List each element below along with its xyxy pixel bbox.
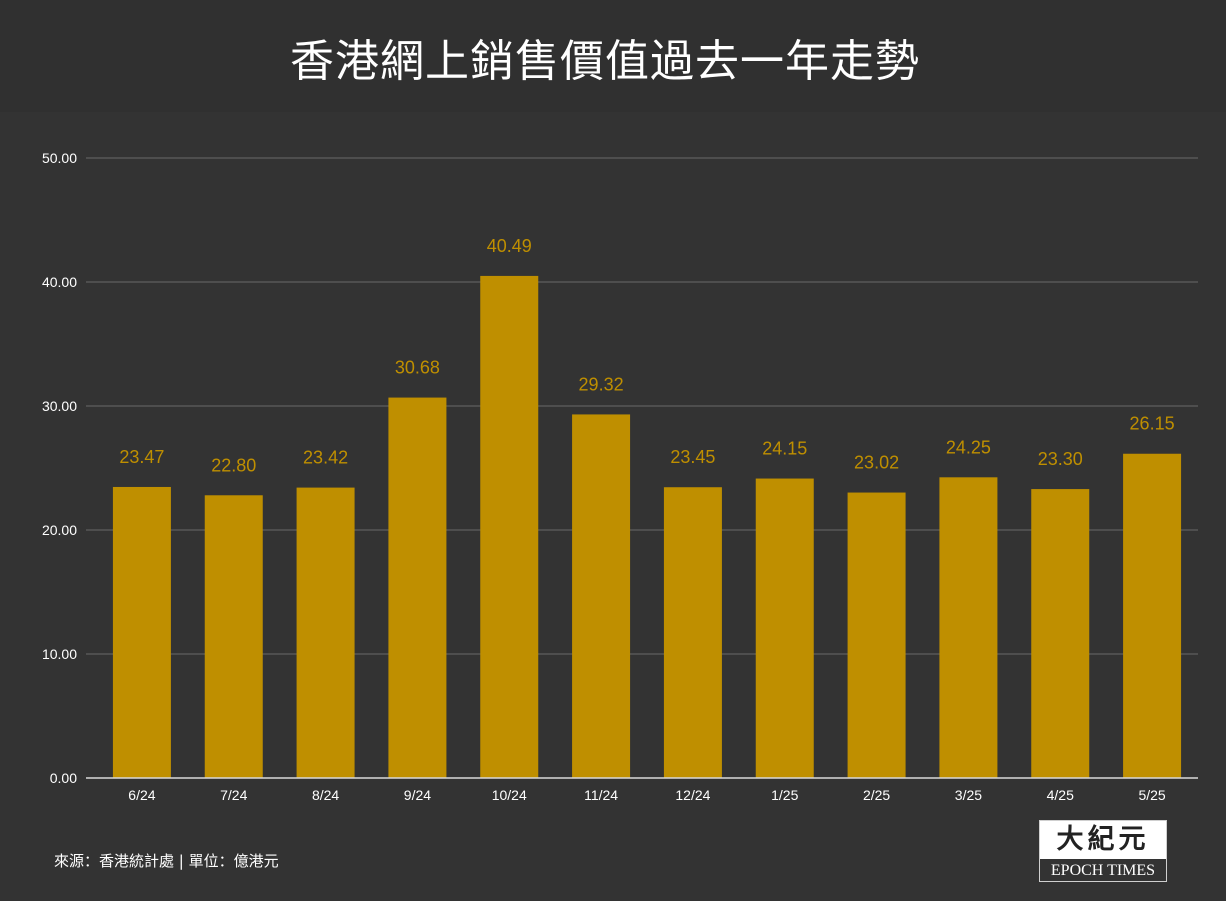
data-label: 23.30 [1038,449,1083,469]
y-tick-label: 0.00 [50,770,77,786]
x-tick-label: 2/25 [863,787,890,803]
data-label: 23.02 [854,453,899,473]
y-tick-label: 10.00 [42,646,77,662]
x-tick-label: 1/25 [771,787,798,803]
data-label: 29.32 [579,374,624,394]
x-tick-label: 11/24 [584,787,618,803]
y-tick-label: 20.00 [42,522,77,538]
data-label: 24.25 [946,437,991,457]
y-tick-label: 50.00 [42,150,77,166]
logo-en-text: EPOCH TIMES [1050,862,1156,879]
data-label: 26.15 [1130,414,1175,434]
bar [663,487,722,778]
bar [296,487,355,778]
data-label: 22.80 [211,455,256,475]
y-tick-label: 30.00 [42,398,77,414]
bar [939,477,998,778]
bar [847,492,906,778]
x-tick-label: 12/24 [675,787,710,803]
bar [572,414,631,778]
x-tick-label: 3/25 [955,787,982,803]
bar [480,275,539,778]
page-title: 香港網上銷售價值過去一年走勢 [290,36,920,87]
epoch-times-logo: 大紀元 EPOCH TIMES [1039,820,1167,882]
data-label: 40.49 [487,236,532,256]
x-tick-label: 9/24 [404,787,431,803]
y-axis-tick-labels: 0.00 10.00 20.00 30.00 40.00 50.00 [42,150,77,786]
x-tick-label: 8/24 [312,787,339,803]
x-axis-tick-labels: 6/24 7/24 8/24 9/24 10/24 11/24 12/24 1/25 2/25 3… [128,787,1166,803]
x-tick-label: 7/24 [220,787,247,803]
bar [1123,453,1182,778]
data-labels: 23.47 22.80 23.42 30.68 40.49 29.32 23.45 24.15… [119,236,1174,475]
bar-chart: 0.00 10.00 20.00 30.00 40.00 50.00 23.47 22.80… [42,150,1198,803]
data-label: 30.68 [395,358,440,378]
title-bar: 香港網上銷售價值過去一年走勢 [0,0,1226,112]
x-tick-label: 6/24 [128,787,155,803]
data-label: 23.47 [119,447,164,467]
logo-cjk-text: 大紀元 [1040,821,1166,859]
y-tick-label: 40.00 [42,274,77,290]
bars [112,275,1182,778]
chart-area: 0.00 10.00 20.00 30.00 40.00 50.00 23.47 22.80… [0,112,1226,812]
x-tick-label: 4/25 [1047,787,1074,803]
bar [755,478,814,778]
x-tick-label: 5/25 [1138,787,1165,803]
bar [204,495,263,778]
source-note: 來源：香港統計處 | 單位：億港元 [54,852,279,870]
x-tick-label: 10/24 [492,787,527,803]
data-label: 24.15 [762,439,807,459]
bar [1031,489,1090,778]
bar [388,397,447,778]
data-label: 23.42 [303,448,348,468]
data-label: 23.45 [670,447,715,467]
grid-lines [86,157,1198,655]
bar [112,486,171,778]
